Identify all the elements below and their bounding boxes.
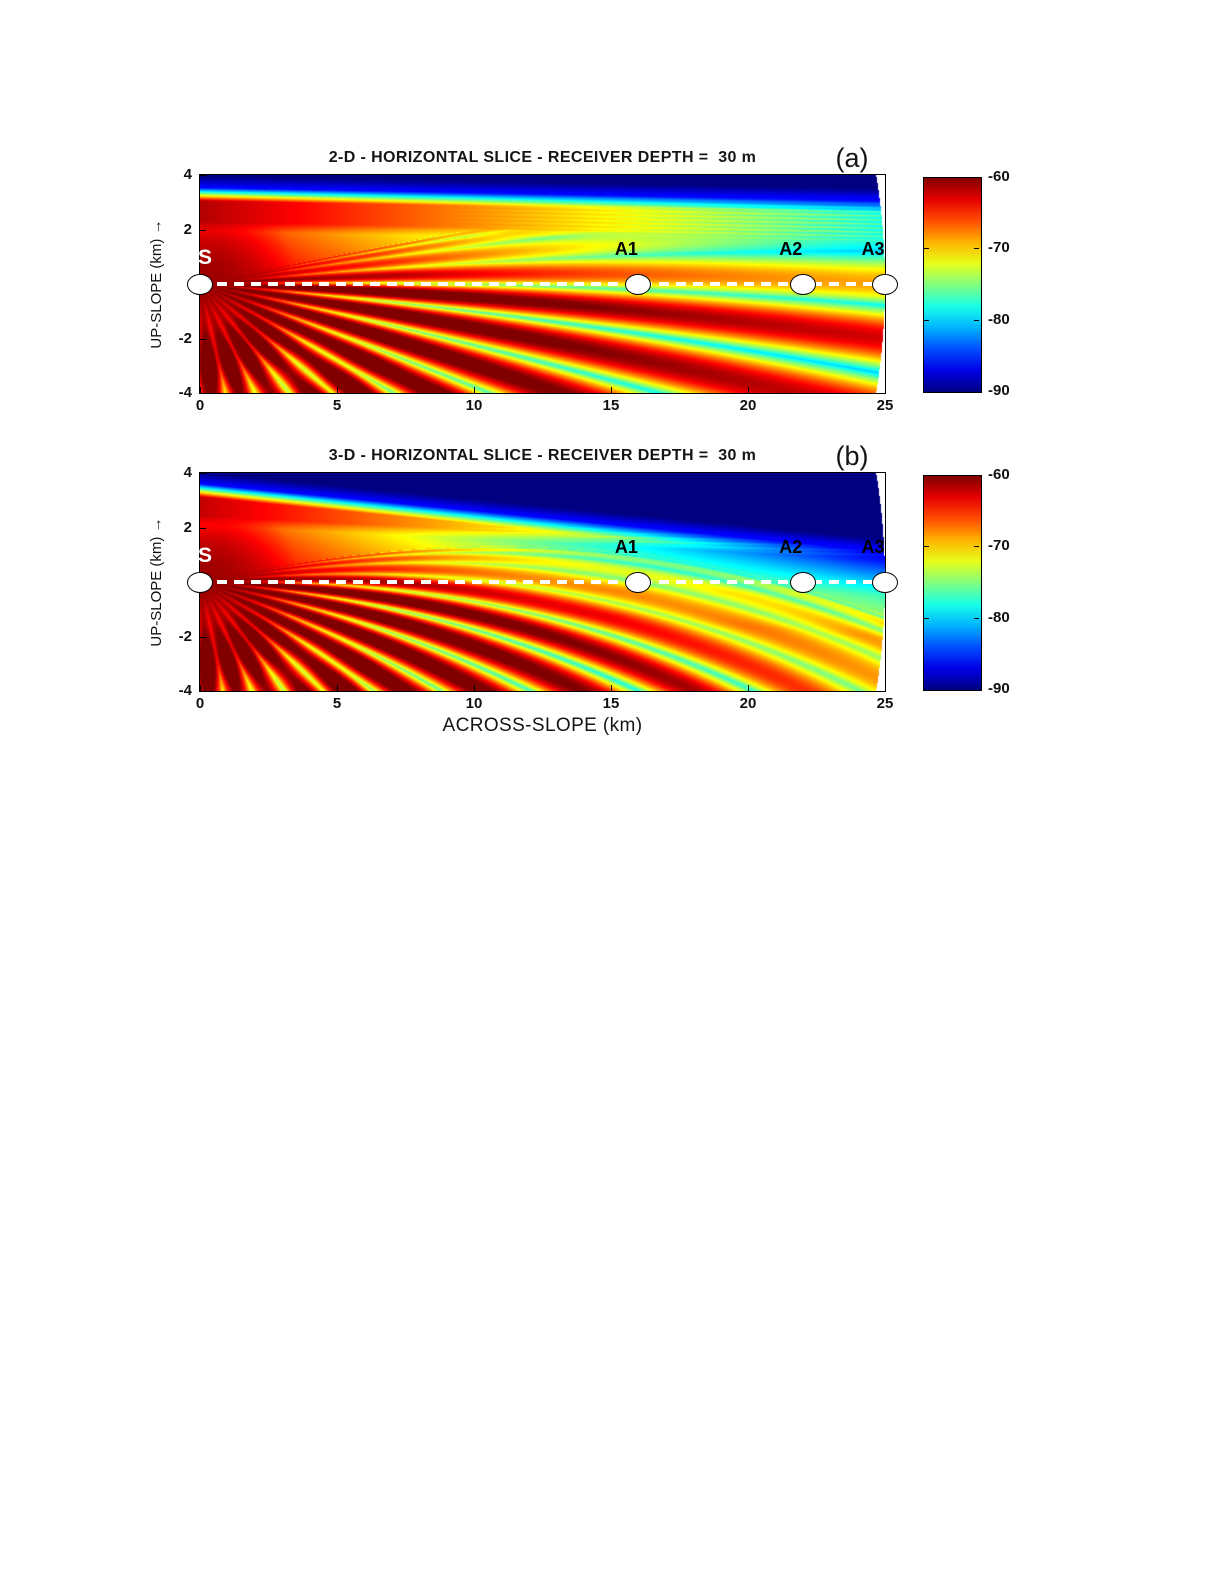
receiver-label-a3: A3 [861, 239, 885, 259]
x-tick-mark [748, 387, 749, 393]
x-tick-label: 0 [195, 695, 205, 712]
colorbar-tick-mark [924, 546, 929, 548]
panel-b-plot-area: S A1 A2 A3 [187, 472, 898, 692]
x-tick-label: 25 [876, 397, 894, 414]
x-tick-label: 20 [739, 397, 757, 414]
panel-b-title: 3-D - HORIZONTAL SLICE - RECEIVER DEPTH … [328, 447, 757, 464]
source-marker [187, 571, 213, 593]
x-tick-label: 5 [332, 695, 342, 712]
x-tick-label: 20 [739, 695, 757, 712]
x-tick-label: 15 [602, 397, 620, 414]
receiver-label-a1: A1 [614, 239, 638, 259]
y-tick-mark [200, 175, 206, 176]
colorbar-tick-label: -70 [988, 239, 1010, 257]
x-tick-label: 10 [465, 695, 483, 712]
transect-line [200, 282, 885, 286]
y-tick-mark [200, 636, 206, 638]
y-tick-label: 2 [183, 220, 192, 238]
colorbar-tick-mark [924, 248, 929, 250]
colorbar-tick-label: -60 [988, 466, 1010, 483]
colorbar-tick-label: -60 [988, 168, 1010, 185]
x-tick-mark [885, 685, 886, 691]
transect-line [200, 580, 885, 584]
colorbar-tick-mark [974, 319, 979, 321]
colorbar-tick-label: -80 [988, 608, 1010, 626]
x-axis-label: ACROSS-SLOPE (km) [442, 715, 643, 736]
x-tick-mark [200, 387, 201, 393]
colorbar-tick-mark [924, 319, 929, 321]
y-tick-mark [200, 393, 206, 394]
panel-a: 2-D - HORIZONTAL SLICE - RECEIVER DEPTH … [0, 143, 1060, 458]
x-tick-mark [337, 387, 338, 393]
colorbar-tick-label: -90 [988, 382, 1010, 399]
x-tick-label: 5 [332, 397, 342, 414]
y-tick-mark [200, 338, 206, 340]
x-tick-label: 0 [195, 397, 205, 414]
source-label: S [198, 246, 213, 269]
y-tick-mark [200, 229, 206, 231]
panel-a-colorbar [923, 177, 982, 393]
source-marker [187, 273, 213, 295]
receiver-marker-a1 [625, 273, 652, 295]
receiver-marker-a3 [872, 571, 898, 593]
colorbar-tick-label: -80 [988, 310, 1010, 328]
receiver-marker-a2 [789, 273, 816, 295]
y-tick-mark [200, 473, 206, 474]
source-label: S [198, 544, 213, 567]
y-tick-label: 4 [183, 166, 192, 183]
y-tick-label: -4 [178, 682, 192, 699]
panel-b-colorbar [923, 475, 982, 691]
y-tick-mark [200, 527, 206, 529]
colorbar-tick-mark [974, 248, 979, 250]
panel-a-plot-area: S A1 A2 A3 [187, 174, 898, 394]
colorbar-tick-mark [974, 546, 979, 548]
panel-a-corner-label: (a) [835, 143, 869, 173]
x-tick-mark [611, 387, 612, 393]
x-tick-label: 25 [876, 695, 894, 712]
x-tick-mark [337, 685, 338, 691]
panel-b-corner-label: (b) [835, 441, 869, 471]
colorbar-tick-label: -90 [988, 680, 1010, 697]
y-tick-label: 4 [183, 464, 192, 481]
y-tick-mark [200, 691, 206, 692]
y-tick-label: -2 [178, 627, 192, 645]
x-tick-label: 15 [602, 695, 620, 712]
y-tick-label: -4 [178, 384, 192, 401]
colorbar-tick-mark [924, 617, 929, 619]
x-tick-mark [748, 685, 749, 691]
x-tick-mark [200, 685, 201, 691]
x-tick-label: 10 [465, 397, 483, 414]
receiver-label-a2: A2 [779, 537, 803, 557]
panel-b: 3-D - HORIZONTAL SLICE - RECEIVER DEPTH … [0, 441, 1060, 756]
receiver-marker-a1 [625, 571, 652, 593]
x-tick-mark [474, 387, 475, 393]
x-tick-mark [611, 685, 612, 691]
colorbar-tick-mark [974, 617, 979, 619]
y-tick-label: -2 [178, 329, 192, 347]
receiver-label-a3: A3 [861, 537, 885, 557]
colorbar-tick-label: -70 [988, 537, 1010, 555]
y-tick-label: 2 [183, 518, 192, 536]
receiver-label-a1: A1 [614, 537, 638, 557]
receiver-marker-a2 [789, 571, 816, 593]
x-tick-mark [474, 685, 475, 691]
x-tick-mark [885, 387, 886, 393]
receiver-label-a2: A2 [779, 239, 803, 259]
receiver-marker-a3 [872, 273, 898, 295]
panel-a-title: 2-D - HORIZONTAL SLICE - RECEIVER DEPTH … [328, 149, 757, 166]
